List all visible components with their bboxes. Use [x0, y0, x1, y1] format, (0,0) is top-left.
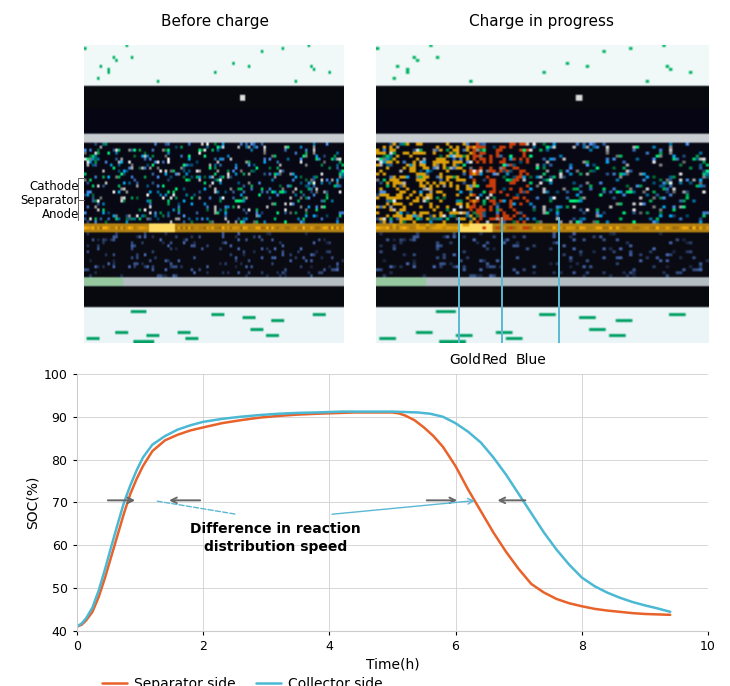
X-axis label: Time(h): Time(h)	[366, 657, 419, 672]
Separator side	[603, 606, 612, 615]
Text: Difference in reaction
distribution speed: Difference in reaction distribution spee…	[191, 522, 361, 554]
Collector side	[653, 604, 662, 613]
Collector side	[502, 471, 510, 479]
Collector side	[464, 427, 472, 436]
Legend: Separator side, Collector side: Separator side, Collector side	[96, 671, 388, 686]
Separator side	[350, 408, 359, 416]
Separator side	[410, 416, 419, 424]
Line: Collector side: Collector side	[77, 412, 670, 627]
Collector side	[186, 421, 195, 429]
Text: Charge in progress: Charge in progress	[469, 14, 614, 29]
Separator side	[420, 423, 429, 431]
Text: Cathode: Cathode	[29, 180, 79, 193]
Collector side	[199, 418, 207, 426]
Collector side	[337, 407, 346, 416]
Collector side	[666, 608, 675, 616]
Collector side	[72, 623, 81, 631]
Separator side	[72, 623, 81, 631]
Text: Blue: Blue	[516, 353, 547, 367]
Separator side	[173, 431, 182, 439]
Text: Gold: Gold	[450, 353, 482, 367]
Separator side	[666, 611, 675, 619]
Separator side	[527, 580, 536, 588]
Collector side	[139, 453, 147, 462]
Separator side	[439, 442, 447, 451]
Text: Before charge: Before charge	[161, 14, 269, 29]
Line: Separator side: Separator side	[77, 412, 670, 627]
Text: Red: Red	[482, 353, 508, 367]
Text: Anode: Anode	[42, 208, 79, 220]
Text: Separator: Separator	[20, 194, 79, 206]
Y-axis label: SOC(%): SOC(%)	[26, 476, 39, 529]
